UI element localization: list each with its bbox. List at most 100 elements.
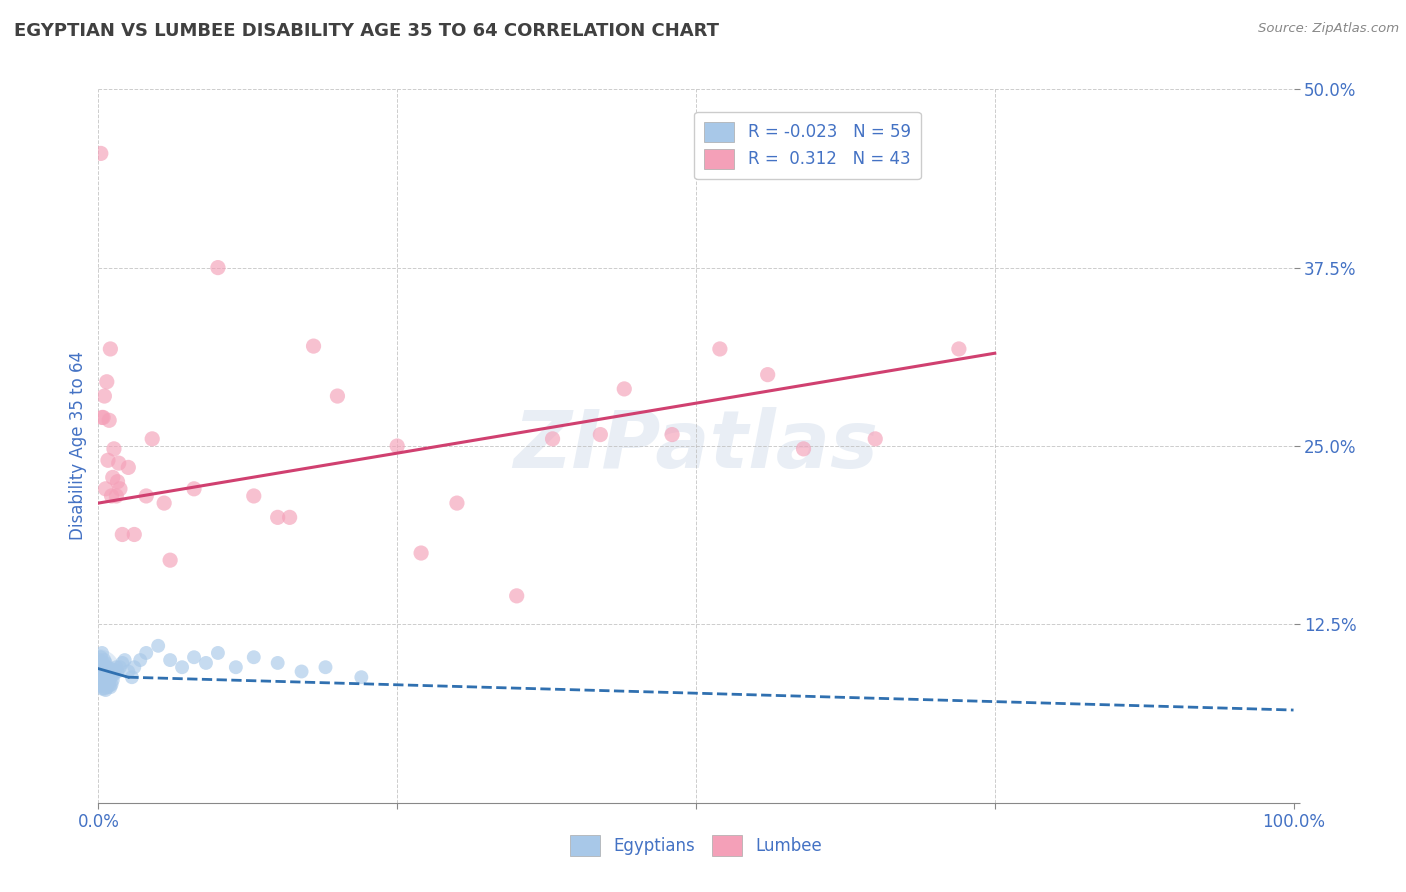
Point [114, 653, 136, 667]
Point [91, 670, 114, 684]
Point [135, 646, 157, 660]
Point [243, 650, 266, 665]
Point [446, 496, 468, 510]
Point [93, 665, 115, 679]
Point [225, 660, 247, 674]
Point [103, 667, 125, 681]
Point [94, 656, 117, 670]
Point [101, 673, 124, 687]
Text: ZIPatlas: ZIPatlas [513, 407, 879, 485]
Point [104, 663, 127, 677]
Point [91, 646, 114, 660]
Point [108, 660, 131, 674]
Point [709, 342, 731, 356]
Point [315, 660, 337, 674]
Point [98, 662, 122, 676]
Point [159, 653, 181, 667]
Text: EGYPTIAN VS LUMBEE DISABILITY AGE 35 TO 64 CORRELATION CHART: EGYPTIAN VS LUMBEE DISABILITY AGE 35 TO … [14, 22, 718, 40]
Point [117, 665, 139, 679]
Point [302, 339, 325, 353]
Point [385, 439, 409, 453]
Point [661, 427, 683, 442]
Point [108, 482, 131, 496]
Point [124, 527, 146, 541]
Point [183, 482, 205, 496]
Point [100, 677, 122, 691]
Point [98, 342, 122, 356]
Point [93, 389, 115, 403]
Point [117, 460, 139, 475]
Point [278, 510, 301, 524]
Point [91, 667, 114, 681]
Text: Source: ZipAtlas.com: Source: ZipAtlas.com [1258, 22, 1399, 36]
Point [948, 342, 970, 356]
Point [100, 489, 122, 503]
Point [148, 639, 170, 653]
Legend: Egyptians, Lumbee: Egyptians, Lumbee [564, 829, 828, 863]
Point [159, 553, 181, 567]
Point [96, 375, 118, 389]
Point [105, 489, 128, 503]
Point [243, 489, 266, 503]
Y-axis label: Disability Age 35 to 64: Disability Age 35 to 64 [69, 351, 87, 541]
Point [98, 669, 121, 683]
Point [111, 527, 134, 541]
Point [94, 482, 117, 496]
Point [111, 656, 134, 670]
Point [91, 677, 114, 691]
Point [103, 442, 125, 456]
Point [91, 656, 114, 670]
Point [506, 589, 529, 603]
Point [97, 667, 120, 681]
Point [93, 653, 115, 667]
Point [91, 681, 114, 696]
Point [90, 146, 112, 161]
Point [207, 646, 229, 660]
Point [541, 432, 564, 446]
Point [96, 660, 118, 674]
Point [172, 660, 194, 674]
Point [97, 677, 120, 691]
Point [793, 442, 815, 456]
Point [863, 432, 886, 446]
Point [90, 679, 112, 693]
Point [94, 674, 117, 689]
Point [153, 496, 176, 510]
Point [589, 427, 612, 442]
Point [93, 681, 115, 696]
Point [98, 672, 122, 686]
Point [290, 665, 312, 679]
Point [93, 673, 115, 687]
Point [194, 656, 217, 670]
Point [124, 660, 146, 674]
Point [267, 510, 290, 524]
Point [91, 660, 114, 674]
Point [89, 653, 111, 667]
Point [96, 670, 118, 684]
Point [89, 660, 111, 674]
Point [101, 470, 124, 484]
Point [135, 489, 157, 503]
Point [90, 658, 112, 673]
Point [96, 680, 118, 694]
Point [350, 670, 373, 684]
Point [98, 413, 121, 427]
Point [91, 410, 114, 425]
Point [98, 680, 122, 694]
Point [129, 653, 152, 667]
Point [107, 456, 129, 470]
Point [183, 650, 205, 665]
Point [89, 667, 111, 681]
Point [107, 665, 129, 679]
Point [107, 475, 129, 489]
Point [98, 679, 121, 693]
Point [87, 663, 110, 677]
Point [326, 389, 349, 403]
Point [613, 382, 636, 396]
Point [267, 656, 290, 670]
Point [97, 453, 120, 467]
Point [94, 683, 117, 698]
Point [90, 650, 112, 665]
Point [91, 410, 114, 425]
Point [94, 665, 117, 680]
